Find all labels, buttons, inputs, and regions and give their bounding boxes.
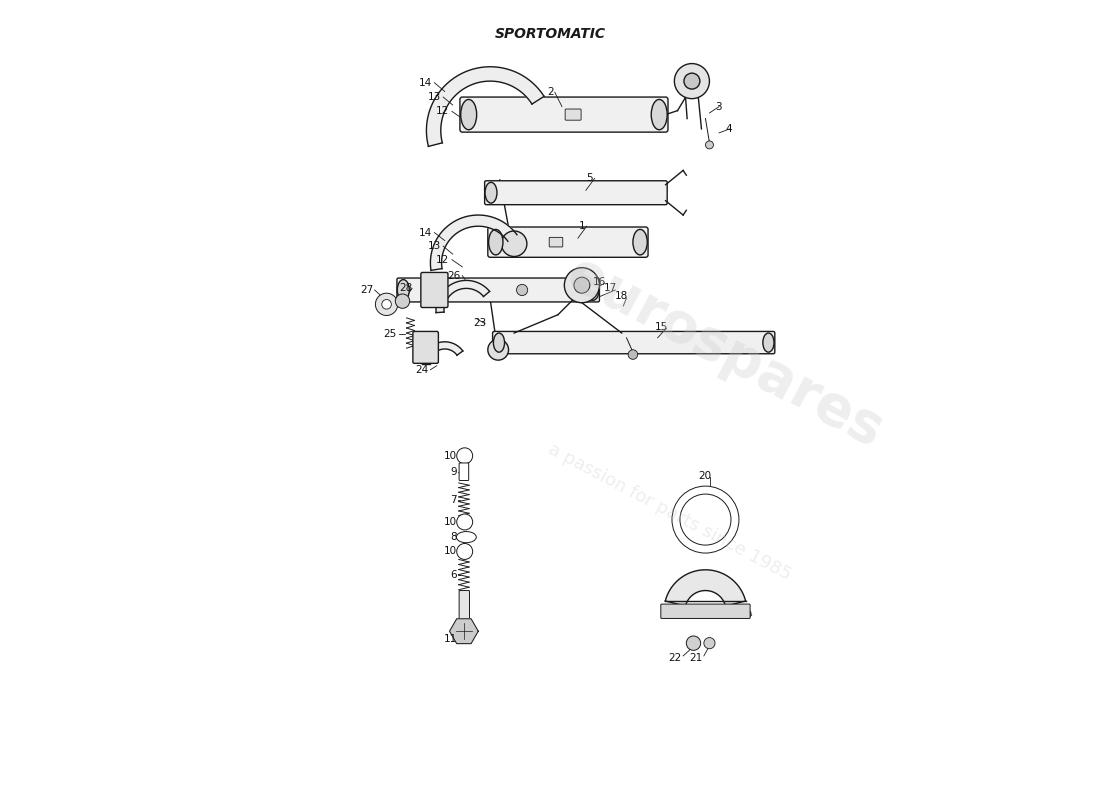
Text: 10: 10	[443, 546, 456, 557]
Text: 24: 24	[416, 365, 429, 374]
Text: 9: 9	[450, 466, 456, 477]
Text: 3: 3	[715, 102, 722, 112]
Polygon shape	[436, 281, 490, 313]
FancyBboxPatch shape	[412, 331, 439, 363]
Text: 13: 13	[428, 241, 441, 251]
FancyBboxPatch shape	[549, 238, 563, 247]
Text: 18: 18	[615, 291, 628, 302]
FancyBboxPatch shape	[397, 278, 600, 302]
Text: 12: 12	[437, 254, 450, 265]
FancyBboxPatch shape	[460, 97, 668, 132]
Ellipse shape	[651, 99, 668, 130]
FancyBboxPatch shape	[421, 273, 448, 307]
Text: 28: 28	[399, 283, 412, 294]
FancyBboxPatch shape	[661, 604, 750, 618]
Polygon shape	[430, 215, 517, 270]
Circle shape	[419, 341, 432, 354]
Text: 14: 14	[419, 78, 432, 88]
FancyBboxPatch shape	[487, 227, 648, 258]
Circle shape	[502, 231, 527, 257]
Text: 2: 2	[548, 87, 554, 98]
Circle shape	[375, 293, 398, 315]
Text: 21: 21	[689, 653, 702, 662]
Text: 25: 25	[384, 329, 397, 339]
Text: eurospares: eurospares	[558, 246, 893, 458]
Circle shape	[395, 294, 409, 308]
Text: 22: 22	[669, 653, 682, 662]
Ellipse shape	[456, 531, 476, 542]
Text: 14: 14	[419, 227, 432, 238]
Circle shape	[456, 514, 473, 530]
Ellipse shape	[397, 280, 409, 300]
Text: a passion for parts since 1985: a passion for parts since 1985	[544, 440, 794, 583]
Circle shape	[517, 285, 528, 295]
Text: 8: 8	[450, 532, 456, 542]
Text: 10: 10	[443, 517, 456, 527]
Ellipse shape	[632, 230, 647, 255]
Circle shape	[674, 63, 710, 98]
Circle shape	[574, 278, 590, 293]
FancyBboxPatch shape	[565, 109, 581, 120]
FancyBboxPatch shape	[459, 590, 470, 624]
Circle shape	[456, 448, 473, 464]
Ellipse shape	[494, 333, 505, 352]
Text: 12: 12	[437, 106, 450, 117]
Circle shape	[628, 350, 638, 359]
Text: 6: 6	[450, 570, 456, 580]
Polygon shape	[427, 66, 544, 146]
FancyBboxPatch shape	[493, 331, 774, 354]
Text: 16: 16	[593, 277, 606, 287]
Circle shape	[456, 543, 473, 559]
Text: 23: 23	[473, 318, 486, 329]
Text: 5: 5	[586, 174, 593, 183]
Text: SPORTOMATIC: SPORTOMATIC	[495, 27, 605, 41]
Circle shape	[680, 494, 732, 545]
Polygon shape	[450, 618, 478, 644]
Circle shape	[684, 73, 700, 89]
Text: 17: 17	[604, 283, 617, 294]
Polygon shape	[666, 570, 746, 606]
FancyBboxPatch shape	[459, 463, 469, 481]
Circle shape	[704, 638, 715, 649]
Text: 26: 26	[448, 270, 461, 281]
Text: 19: 19	[740, 610, 754, 620]
Text: 27: 27	[360, 285, 373, 295]
Text: 4: 4	[725, 124, 732, 134]
Circle shape	[672, 486, 739, 553]
Ellipse shape	[461, 99, 476, 130]
Text: 10: 10	[443, 451, 456, 461]
Text: 13: 13	[428, 92, 441, 102]
Text: 7: 7	[450, 494, 456, 505]
Text: 15: 15	[654, 322, 668, 332]
Ellipse shape	[485, 182, 497, 203]
Ellipse shape	[488, 230, 503, 255]
Text: 20: 20	[698, 470, 712, 481]
Circle shape	[686, 636, 701, 650]
Circle shape	[382, 299, 392, 309]
Circle shape	[487, 339, 508, 360]
Text: 1: 1	[580, 222, 586, 231]
Circle shape	[705, 141, 714, 149]
Polygon shape	[422, 342, 463, 364]
Ellipse shape	[587, 280, 600, 300]
FancyBboxPatch shape	[485, 181, 668, 205]
Ellipse shape	[763, 333, 774, 352]
Circle shape	[564, 268, 600, 302]
Text: 11: 11	[443, 634, 456, 644]
Circle shape	[428, 284, 441, 296]
